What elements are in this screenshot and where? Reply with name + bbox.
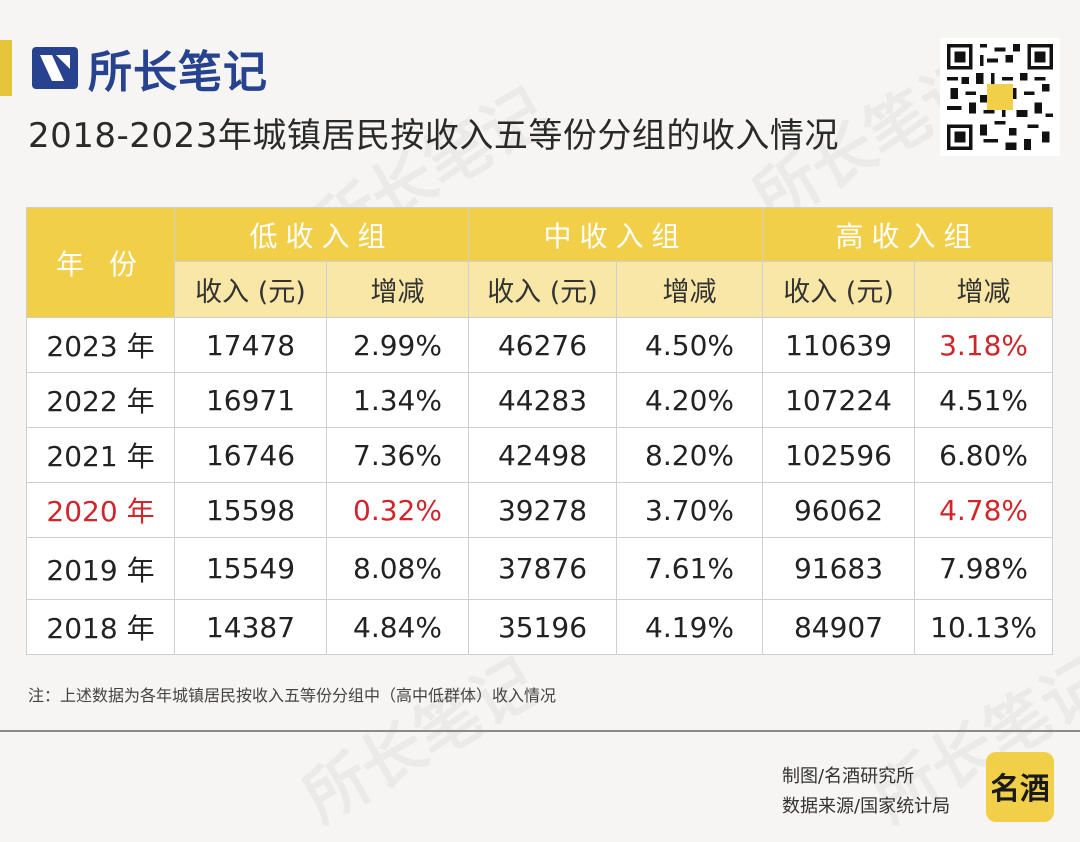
table-cell: 14387 [174, 599, 327, 655]
group-header-high: 高收入组 [762, 207, 1054, 262]
table-cell: 42498 [468, 427, 618, 483]
table-cell: 110639 [762, 317, 916, 373]
table-row: 2023 年 17478 2.99% 46276 4.50% 110639 3.… [26, 317, 1054, 373]
table-cell: 37876 [468, 537, 618, 600]
page-title: 2018-2023年城镇居民按收入五等份分组的收入情况 [28, 116, 839, 156]
table-cell: 4.84% [325, 599, 470, 655]
group-header-low: 低收入组 [173, 207, 470, 262]
table-cell: 16971 [174, 372, 327, 428]
table-cell: 91683 [762, 537, 916, 600]
watermark: 所长笔记 [284, 632, 552, 840]
table-cell: 96062 [762, 482, 916, 538]
brand-name: 所长笔记 [88, 47, 268, 98]
publisher-logo-icon: 名酒 [986, 752, 1054, 822]
table-subheader-row: 收入 (元) 增减 收入 (元) 增减 收入 (元) 增减 [27, 261, 1054, 318]
data-source: 数据来源/国家统计局 [782, 796, 951, 817]
table-cell-highlight: 3.18% [914, 317, 1054, 373]
table-cell: 1.34% [325, 372, 470, 428]
credits: 制图/名酒研究所 数据来源/国家统计局 [782, 762, 950, 822]
table-cell-highlight: 0.32% [325, 482, 470, 538]
table-cell: 7.61% [616, 537, 764, 600]
table-cell: 15549 [174, 537, 327, 600]
table-cell: 35196 [468, 599, 618, 655]
table-cell: 44283 [468, 372, 618, 428]
table-cell: 10.13% [914, 599, 1054, 655]
table-cell-highlight: 4.78% [914, 482, 1054, 538]
table-cell: 84907 [762, 599, 916, 655]
group-header-mid: 中收入组 [468, 207, 764, 262]
subheader-income: 收入 (元) [174, 261, 327, 318]
table-cell: 7.36% [325, 427, 470, 483]
table-cell: 17478 [174, 317, 327, 373]
table-cell: 107224 [762, 372, 916, 428]
table-cell: 6.80% [914, 427, 1054, 483]
accent-bar [0, 40, 12, 96]
table-cell: 7.98% [914, 537, 1054, 600]
brand-header: 所长笔记 [30, 40, 268, 98]
table-cell: 8.20% [616, 427, 764, 483]
table-cell: 4.20% [616, 372, 764, 428]
badge-text: 名酒 [992, 772, 1048, 807]
subheader-change: 增减 [616, 261, 764, 318]
table-cell: 46276 [468, 317, 618, 373]
year-header: 年 份 [26, 207, 175, 318]
chart-credit: 制图/名酒研究所 [782, 766, 915, 787]
year-cell: 2021 年 [26, 427, 175, 483]
table-cell: 8.08% [325, 537, 470, 600]
year-cell: 2023 年 [26, 317, 175, 373]
table-header-row: 年 份 低收入组 中收入组 高收入组 [26, 207, 1054, 318]
table-cell: 4.19% [616, 599, 764, 655]
year-cell: 2022 年 [26, 372, 175, 428]
table-cell: 102596 [762, 427, 916, 483]
table-row: 2022 年 16971 1.34% 44283 4.20% 107224 4.… [26, 372, 1054, 428]
table-cell: 16746 [174, 427, 327, 483]
table-cell: 4.51% [914, 372, 1054, 428]
subheader-change: 增减 [325, 261, 470, 318]
year-cell-highlight: 2020 年 [26, 482, 175, 538]
subheader-income: 收入 (元) [468, 261, 618, 318]
table-row: 2020 年 15598 0.32% 39278 3.70% 96062 4.7… [26, 482, 1054, 538]
table-cell: 15598 [174, 482, 327, 538]
qr-code-icon[interactable] [940, 38, 1060, 156]
divider [0, 730, 1080, 732]
brand-logo-icon [30, 43, 82, 93]
table-cell: 3.70% [616, 482, 764, 538]
table-row: 2021 年 16746 7.36% 42498 8.20% 102596 6.… [26, 427, 1054, 483]
table-cell: 39278 [468, 482, 618, 538]
year-cell: 2019 年 [26, 537, 175, 600]
footnote: 注：上述数据为各年城镇居民按收入五等份分组中（高中低群体）收入情况 [28, 686, 557, 705]
table-row: 2019 年 15549 8.08% 37876 7.61% 91683 7.9… [26, 537, 1054, 600]
subheader-change: 增减 [914, 261, 1054, 318]
income-table: 年 份 低收入组 中收入组 高收入组 收入 (元) 增减 收入 (元) 增减 收… [26, 207, 1054, 655]
year-cell: 2018 年 [26, 599, 175, 655]
table-cell: 4.50% [616, 317, 764, 373]
subheader-income: 收入 (元) [762, 261, 916, 318]
table-cell: 2.99% [325, 317, 470, 373]
table-row: 2018 年 14387 4.84% 35196 4.19% 84907 10.… [26, 599, 1054, 655]
